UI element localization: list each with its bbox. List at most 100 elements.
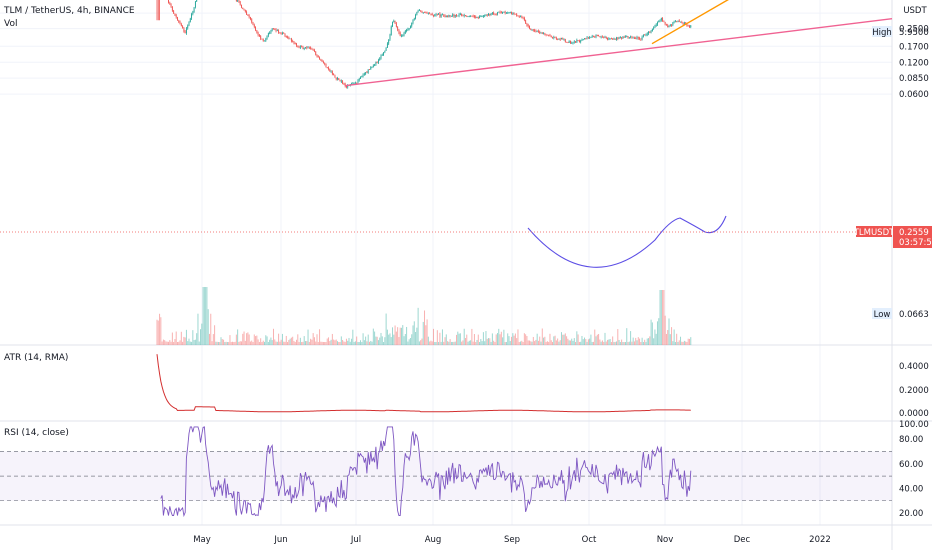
volume-bar xyxy=(609,339,611,345)
candle-body xyxy=(398,29,400,33)
price-axis-unit: USDT xyxy=(903,6,927,16)
volume-bar xyxy=(208,333,210,345)
candle-body xyxy=(489,13,491,16)
volume-bar xyxy=(214,325,216,345)
volume-bar xyxy=(352,329,354,345)
volume-bar xyxy=(685,341,687,345)
rsi-legend: RSI (14, close) xyxy=(4,428,69,438)
candle-body xyxy=(252,22,254,25)
candle-body xyxy=(370,67,372,70)
candle-body xyxy=(285,36,287,37)
volume-bar xyxy=(598,333,600,345)
candle-body xyxy=(444,15,446,18)
volume-bar xyxy=(360,340,362,345)
candle-body xyxy=(521,16,523,18)
support-trendline xyxy=(344,18,893,87)
candle-body xyxy=(537,31,539,32)
volume-bar xyxy=(656,321,658,345)
volume-bar xyxy=(220,337,222,345)
volume-bar xyxy=(568,340,570,345)
volume-bar xyxy=(235,334,237,345)
candle-body xyxy=(559,38,561,40)
volume-bar xyxy=(310,338,312,345)
volume-bar xyxy=(223,339,225,345)
candle-body xyxy=(590,37,592,39)
candle-body xyxy=(475,16,477,18)
candle-body xyxy=(242,7,244,10)
candle-body xyxy=(436,14,438,15)
candle-body xyxy=(399,32,401,36)
volume-bar xyxy=(183,336,185,345)
price-tick-label: 0.1700 xyxy=(899,42,929,52)
volume-bar xyxy=(464,338,466,345)
volume-bar xyxy=(284,341,286,345)
time-tick-label: Oct xyxy=(582,535,597,545)
volume-bar xyxy=(212,334,214,345)
volume-bar xyxy=(654,329,656,345)
candle-body xyxy=(170,3,172,7)
candle-body xyxy=(365,72,367,74)
volume-bar xyxy=(308,341,310,345)
candle-body xyxy=(347,85,349,88)
volume-bar xyxy=(580,341,582,345)
volume-bar xyxy=(495,334,497,345)
atr-legend: ATR (14, RMA) xyxy=(4,353,69,363)
volume-bar xyxy=(543,337,545,345)
candle-body xyxy=(301,46,303,48)
volume-bar xyxy=(511,336,513,345)
volume-bar xyxy=(530,341,532,345)
candle-body xyxy=(603,37,605,39)
volume-bar xyxy=(601,340,603,345)
candle-body xyxy=(416,12,418,15)
volume-bar xyxy=(610,341,612,345)
volume-bar xyxy=(315,341,317,345)
candle-body xyxy=(523,17,525,21)
candle-body xyxy=(308,47,310,49)
candle-body xyxy=(490,13,492,16)
volume-bar xyxy=(272,328,274,345)
volume-bar xyxy=(240,341,242,345)
volume-bar xyxy=(161,341,163,345)
volume-bar xyxy=(381,336,383,345)
candle-body xyxy=(453,14,455,17)
volume-bar xyxy=(496,333,498,345)
candle-body xyxy=(374,64,376,66)
candle-body xyxy=(168,0,169,3)
candle-body xyxy=(595,34,597,37)
volume-bar xyxy=(605,341,607,345)
candle-body xyxy=(403,33,405,36)
volume-bar xyxy=(356,336,358,345)
volume-bar xyxy=(253,334,255,345)
time-tick-label: May xyxy=(193,535,211,545)
volume-bar xyxy=(624,341,626,345)
candle-body xyxy=(568,40,570,43)
candle-body xyxy=(333,74,335,76)
candle-body xyxy=(376,62,378,63)
candle-body xyxy=(610,38,612,40)
candle-body xyxy=(508,12,510,14)
atr-line xyxy=(156,354,691,413)
time-tick-label: Dec xyxy=(734,535,751,545)
candle-body xyxy=(420,10,422,12)
volume-bar xyxy=(377,340,379,345)
volume-bar xyxy=(637,337,639,345)
candle-body xyxy=(275,29,277,31)
candle-body xyxy=(662,18,664,22)
volume-bar xyxy=(673,329,675,345)
candle-body xyxy=(329,68,331,72)
candle-body xyxy=(290,38,292,42)
candle-body xyxy=(517,15,519,17)
volume-bar xyxy=(170,341,172,345)
candle-body xyxy=(628,37,630,38)
volume-bar xyxy=(646,338,648,345)
volume-bar xyxy=(406,326,408,345)
candle-body xyxy=(619,37,621,38)
candle-body xyxy=(237,0,239,2)
volume-bar xyxy=(299,337,301,345)
candle-body xyxy=(438,13,440,15)
volume-bar xyxy=(614,341,616,345)
candle-body xyxy=(433,15,434,16)
candle-body xyxy=(248,15,250,18)
candle-body xyxy=(269,32,271,34)
